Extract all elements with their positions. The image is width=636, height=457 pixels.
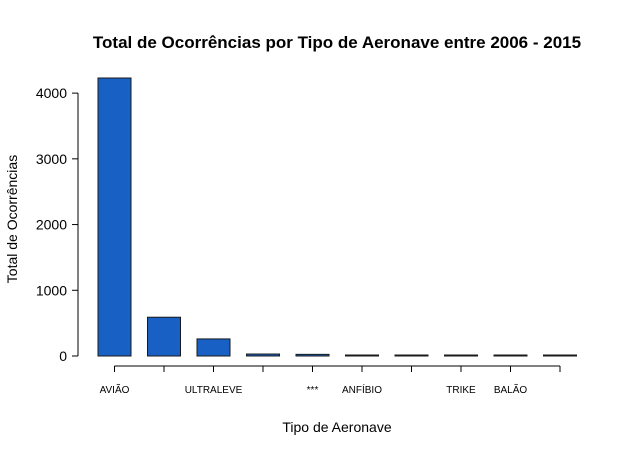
x-tick-label: *** <box>307 385 319 396</box>
bar <box>295 353 330 357</box>
x-axis: AVIÃO ULTRALEVE *** ANFÍBIO TRIKE BALÃO <box>100 365 561 396</box>
bar <box>246 353 280 357</box>
bar <box>394 354 429 357</box>
y-axis: 0 1000 2000 3000 4000 <box>36 85 79 364</box>
x-tick-label: BALÃO <box>494 383 528 396</box>
y-tick-label: 1000 <box>36 282 67 298</box>
y-tick-label: 3000 <box>36 151 67 167</box>
x-tick-label: ULTRALEVE <box>185 385 243 396</box>
bar <box>147 316 181 357</box>
chart-title: Total de Ocorrências por Tipo de Aeronav… <box>93 33 581 52</box>
y-tick-label: 2000 <box>36 217 67 233</box>
x-tick-label: ANFÍBIO <box>342 383 382 396</box>
bar <box>196 338 231 357</box>
y-axis-title: Total de Ocorrências <box>4 155 20 283</box>
y-tick-label: 0 <box>59 348 67 364</box>
bar <box>444 354 478 357</box>
bar <box>543 354 577 357</box>
x-tick-label: TRIKE <box>446 385 476 396</box>
x-tick-label: AVIÃO <box>100 383 130 396</box>
x-axis-title: Tipo de Aeronave <box>282 419 391 435</box>
bar <box>97 77 132 357</box>
bars-group <box>97 77 577 357</box>
bar <box>345 354 379 357</box>
bar <box>493 354 528 357</box>
y-tick-label: 4000 <box>36 85 67 101</box>
